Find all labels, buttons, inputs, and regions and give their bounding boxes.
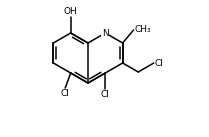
Text: N: N (102, 28, 109, 38)
Text: Cl: Cl (155, 58, 164, 68)
Text: Cl: Cl (101, 90, 110, 99)
Text: CH₃: CH₃ (135, 25, 151, 35)
Text: Cl: Cl (61, 89, 70, 98)
Text: OH: OH (64, 7, 78, 16)
